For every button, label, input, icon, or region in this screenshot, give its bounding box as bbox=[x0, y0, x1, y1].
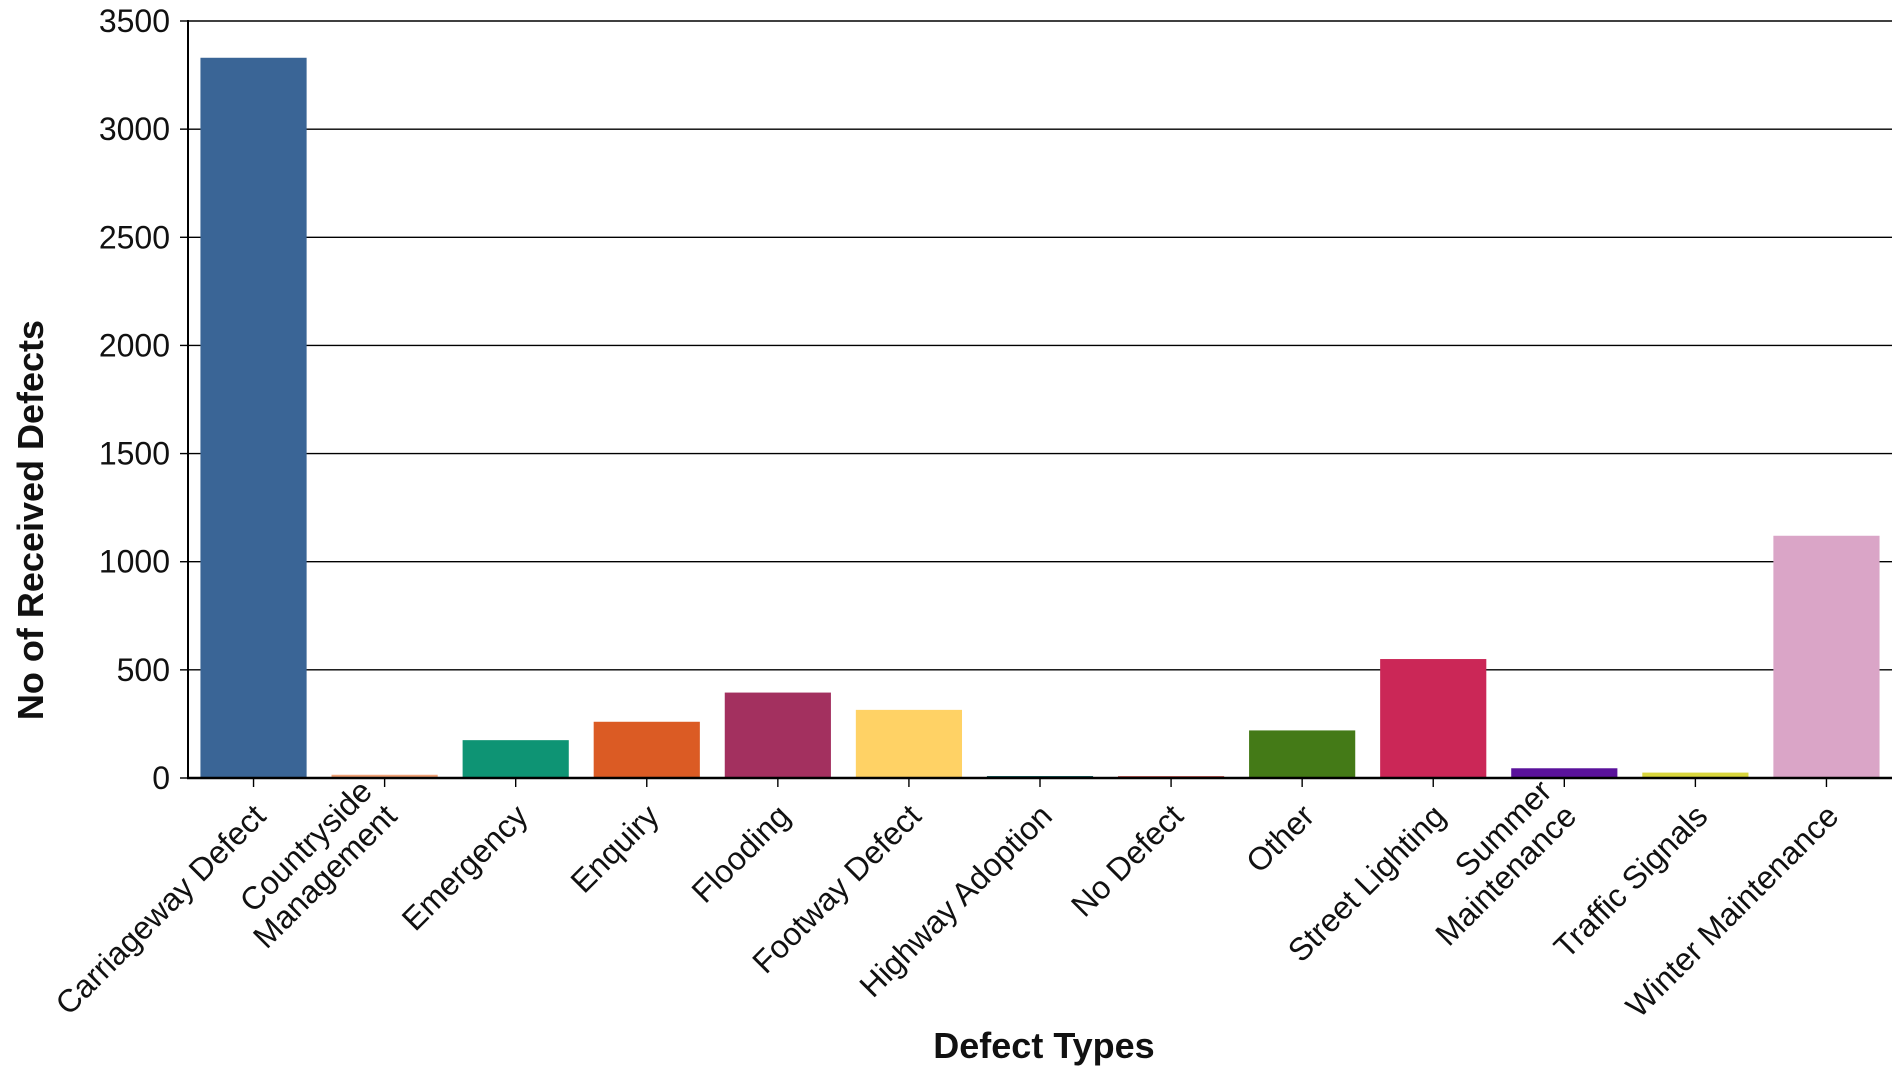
bar bbox=[1642, 772, 1749, 778]
y-tick-label: 2500 bbox=[99, 219, 170, 255]
x-tick-label-line: Flooding bbox=[685, 797, 797, 909]
bar bbox=[1511, 768, 1618, 778]
x-tick-label: Emergency bbox=[395, 797, 535, 937]
bar bbox=[855, 709, 963, 778]
x-tick-label: No Defect bbox=[1064, 797, 1190, 923]
y-tick-label: 0 bbox=[152, 760, 170, 796]
x-tick-label: SummerMaintenance bbox=[1403, 773, 1583, 953]
x-tick-label: Carriageway Defect bbox=[48, 797, 272, 1021]
bar bbox=[200, 57, 307, 778]
gridlines bbox=[188, 20, 1892, 671]
x-tick-label: Winter Maintenance bbox=[1619, 797, 1846, 1024]
bar bbox=[1249, 730, 1356, 778]
y-tick-label: 3000 bbox=[99, 111, 170, 147]
y-axis-title: No of Received Defects bbox=[10, 320, 51, 720]
y-tick-label: 1500 bbox=[99, 436, 170, 472]
y-tick-label: 3500 bbox=[99, 3, 170, 39]
bar bbox=[724, 692, 831, 778]
bar bbox=[462, 740, 569, 778]
axes bbox=[180, 20, 1892, 787]
x-tick-label-line: Enquiry bbox=[564, 797, 666, 899]
x-tick-label-line: Winter Maintenance bbox=[1619, 797, 1846, 1024]
y-tick-label: 1000 bbox=[99, 544, 170, 580]
x-tick-label-line: Emergency bbox=[395, 797, 535, 937]
x-tick-label: Enquiry bbox=[564, 797, 666, 899]
x-tick-label-line: No Defect bbox=[1064, 797, 1190, 923]
bar bbox=[1380, 659, 1487, 778]
x-tick-labels: Carriageway DefectCountrysideManagementE… bbox=[48, 773, 1845, 1025]
y-tick-label: 2000 bbox=[99, 327, 170, 363]
y-tick-labels: 0 500 1000 1500 2000 2500 3000 3500 bbox=[99, 3, 170, 796]
x-axis-title: Defect Types bbox=[933, 1025, 1154, 1066]
x-tick-label: Flooding bbox=[685, 797, 797, 909]
bar bbox=[593, 721, 700, 778]
bar bbox=[331, 774, 438, 778]
x-tick-label-line: Other bbox=[1239, 797, 1321, 879]
x-tick-label-line: Carriageway Defect bbox=[48, 797, 272, 1021]
y-tick-label: 500 bbox=[117, 652, 170, 688]
x-tick-label: Other bbox=[1239, 797, 1321, 879]
bar bbox=[1773, 535, 1880, 778]
